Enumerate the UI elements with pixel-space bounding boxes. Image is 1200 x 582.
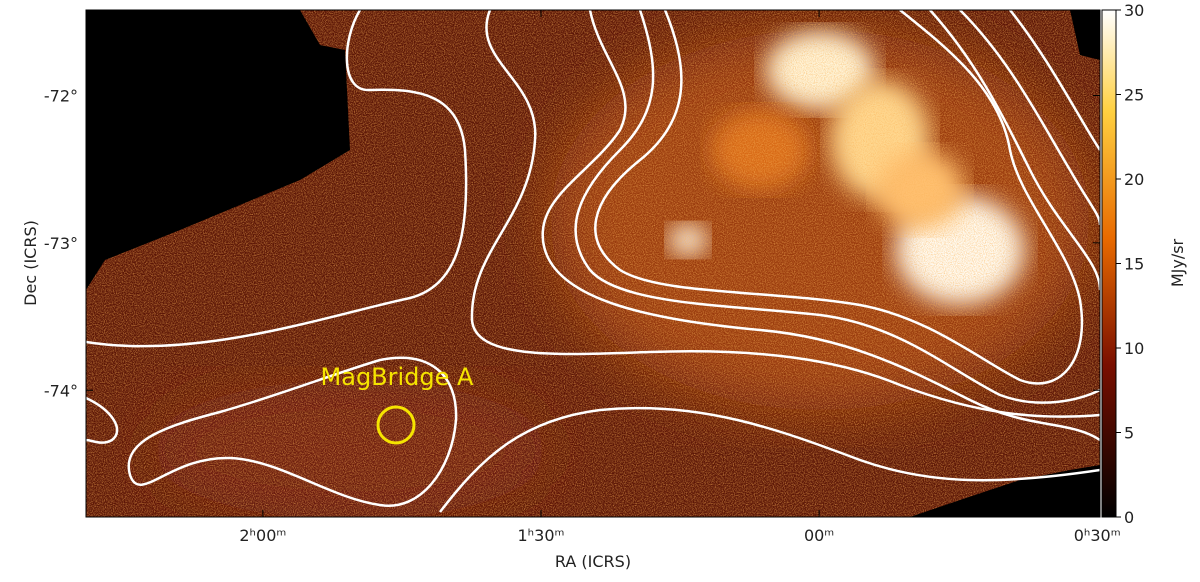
x-tick-label: 2ʰ00ᵐ: [239, 526, 286, 545]
annotation: MagBridge A: [321, 363, 475, 391]
x-axis-label: RA (ICRS): [555, 552, 631, 571]
plot-frame: [85, 9, 1101, 518]
sky-image: [86, 10, 1100, 517]
y-axis-label: Dec (ICRS): [21, 220, 40, 306]
colorbar-tick-label: 30: [1124, 1, 1144, 20]
contours: [86, 10, 1100, 513]
x-tick-label: 1ʰ30ᵐ: [518, 526, 565, 545]
x-tick-label: 0ʰ30ᵐ: [1074, 526, 1121, 545]
colorbar: [1101, 9, 1117, 518]
colorbar-label: MJy/sr: [1168, 238, 1187, 287]
y-tick-label: -73°: [44, 234, 78, 253]
colorbar-tick-label: 20: [1124, 170, 1144, 189]
colorbar-tick-label: 25: [1124, 86, 1144, 105]
target-marker: [376, 405, 416, 445]
colorbar-tick-label: 10: [1124, 339, 1144, 358]
colorbar-tick-label: 15: [1124, 255, 1144, 274]
colorbar-tick-label: 0: [1124, 508, 1134, 527]
y-tick-label: -74°: [44, 381, 78, 400]
y-tick-label: -72°: [44, 86, 78, 105]
colorbar-tick-label: 5: [1124, 424, 1134, 443]
x-tick-label: 00ᵐ: [804, 526, 834, 545]
